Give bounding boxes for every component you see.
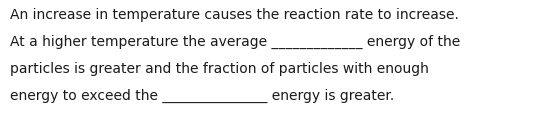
Text: particles is greater and the fraction of particles with enough: particles is greater and the fraction of…: [10, 62, 429, 76]
Text: At a higher temperature the average _____________ energy of the: At a higher temperature the average ____…: [10, 35, 460, 49]
Text: energy to exceed the _______________ energy is greater.: energy to exceed the _______________ ene…: [10, 89, 395, 103]
Text: An increase in temperature causes the reaction rate to increase.: An increase in temperature causes the re…: [10, 8, 459, 22]
